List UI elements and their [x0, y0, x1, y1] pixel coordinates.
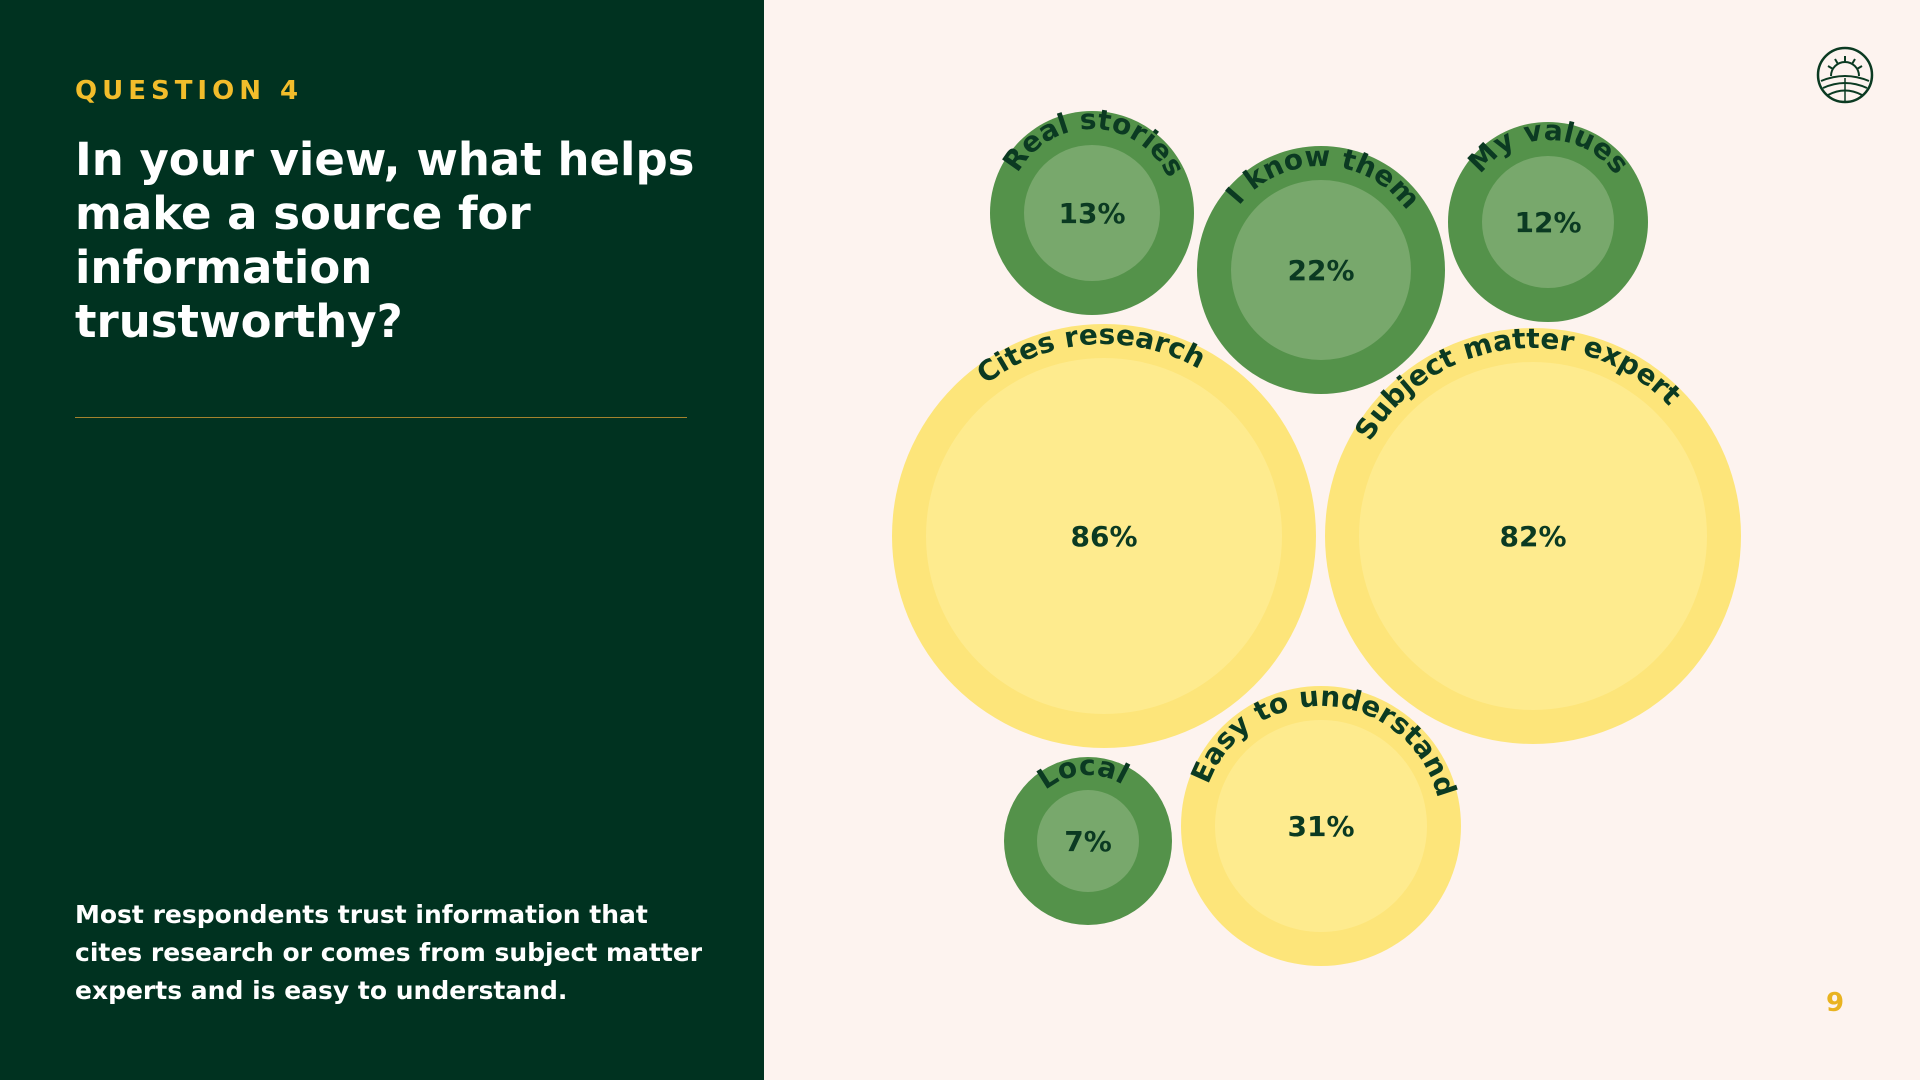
page-number: 9 — [1826, 988, 1845, 1018]
bubble-value-label: 31% — [1287, 810, 1354, 843]
bubble-value-label: 82% — [1499, 520, 1566, 553]
bubble-inner — [926, 358, 1282, 714]
bubble-value-label: 22% — [1287, 254, 1354, 287]
summary-text: Most respondents trust information that … — [75, 900, 703, 1005]
left-panel: QUESTION 4 In your view, what helps make… — [0, 0, 764, 1080]
bubble-inner — [1359, 362, 1707, 710]
bubble-value-label: 13% — [1058, 197, 1125, 230]
bubble-value-label: 7% — [1064, 825, 1112, 858]
bubble-inner — [1482, 156, 1614, 288]
bubble-inner — [1215, 720, 1427, 932]
sun-over-hills-icon — [1816, 46, 1874, 104]
bubble-inner — [1024, 145, 1160, 281]
bubble-value-label: 86% — [1070, 520, 1137, 553]
question-eyebrow: QUESTION 4 — [75, 76, 304, 106]
divider — [75, 417, 687, 418]
chart-panel: Real stories 13% I know them 22% My values 12… — [764, 0, 1920, 1080]
bubble-value-label: 12% — [1514, 206, 1581, 239]
bubble-inner — [1037, 790, 1139, 892]
bubble-inner — [1231, 180, 1411, 360]
question-title: In your view, what helps make a source f… — [75, 133, 695, 348]
